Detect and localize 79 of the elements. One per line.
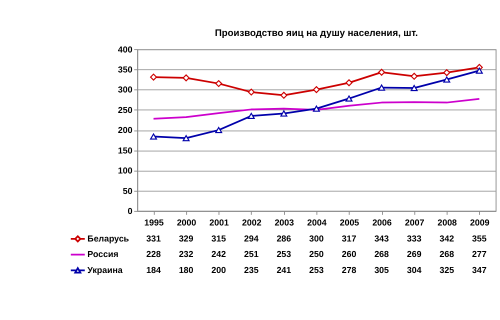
point	[410, 84, 418, 92]
point	[182, 135, 190, 142]
data-label: 253	[276, 249, 292, 260]
data-label: 180	[178, 264, 194, 275]
data-label: 260	[342, 249, 356, 260]
y-tick-label: 200	[118, 125, 133, 136]
x-tick-label: 2007	[404, 217, 424, 228]
point	[280, 92, 288, 99]
data-label: 333	[406, 234, 422, 244]
data-label: 250	[309, 249, 324, 260]
data-label: 251	[244, 249, 259, 260]
data-label: 241	[276, 264, 292, 275]
point	[346, 95, 353, 102]
data-label: 305	[374, 264, 390, 275]
data-label: 232	[178, 249, 194, 260]
data-label: 294	[244, 234, 259, 244]
y-tick-label: 150	[118, 145, 133, 156]
y-tick-label: 50	[122, 186, 133, 196]
x-tick-label: 2001	[209, 217, 229, 228]
y-tick-label: 100	[118, 166, 133, 176]
point	[443, 69, 450, 76]
point	[378, 68, 386, 76]
data-label: 269	[406, 249, 422, 260]
point	[378, 84, 386, 91]
point	[248, 88, 255, 96]
point	[312, 106, 320, 112]
point	[182, 74, 190, 82]
legend-label: Беларусь	[87, 234, 130, 244]
point	[312, 86, 320, 94]
data-label: 268	[374, 249, 390, 260]
x-tick-label: 1995	[144, 217, 164, 228]
point	[476, 68, 483, 74]
x-tick-label: 2009	[470, 217, 490, 228]
line-series	[152, 98, 480, 120]
x-tick-label: 2003	[274, 217, 294, 228]
data-label: 304	[406, 264, 422, 275]
point	[215, 80, 222, 88]
y-tick-label: 300	[118, 84, 133, 95]
data-label: 343	[374, 234, 390, 244]
data-label: 242	[211, 249, 226, 260]
point	[443, 76, 450, 83]
x-tick-label: 2008	[437, 217, 458, 228]
data-label: 184	[146, 264, 161, 275]
data-label: 315	[211, 234, 226, 244]
y-tick-label: 0	[128, 206, 133, 216]
chart-title: Производство яиц на душу населения, шт.	[214, 28, 418, 40]
data-label: 278	[342, 264, 356, 275]
point	[150, 133, 158, 140]
y-tick-label: 400	[118, 44, 133, 54]
data-label: 228	[146, 249, 161, 260]
x-tick-label: 2004	[307, 217, 327, 228]
x-tick-label: 2006	[372, 217, 392, 228]
data-label: 253	[309, 264, 324, 275]
point	[150, 74, 158, 81]
point	[248, 112, 255, 120]
data-label: 268	[439, 249, 454, 260]
point	[215, 126, 222, 134]
data-label: 355	[472, 234, 487, 244]
data-label: 329	[178, 234, 194, 244]
data-label: 286	[276, 234, 292, 244]
x-tick-label: 2002	[242, 217, 262, 228]
point	[346, 79, 353, 86]
data-label: 200	[211, 264, 226, 275]
data-label: 347	[472, 264, 487, 275]
data-label: 342	[439, 234, 454, 244]
data-label: 300	[309, 234, 324, 244]
data-label: 235	[244, 264, 259, 275]
data-label: 277	[472, 249, 487, 260]
point	[410, 72, 418, 80]
data-label: 331	[146, 234, 161, 244]
x-tick-label: 2000	[176, 217, 196, 228]
legend-label: Украина	[87, 264, 123, 275]
data-label: 317	[342, 234, 356, 244]
legend-label: Россия	[87, 249, 118, 260]
point	[280, 110, 288, 117]
y-tick-label: 350	[118, 64, 133, 74]
y-tick-label: 250	[118, 104, 133, 115]
data-label: 325	[439, 264, 454, 275]
x-tick-label: 2005	[340, 217, 360, 228]
